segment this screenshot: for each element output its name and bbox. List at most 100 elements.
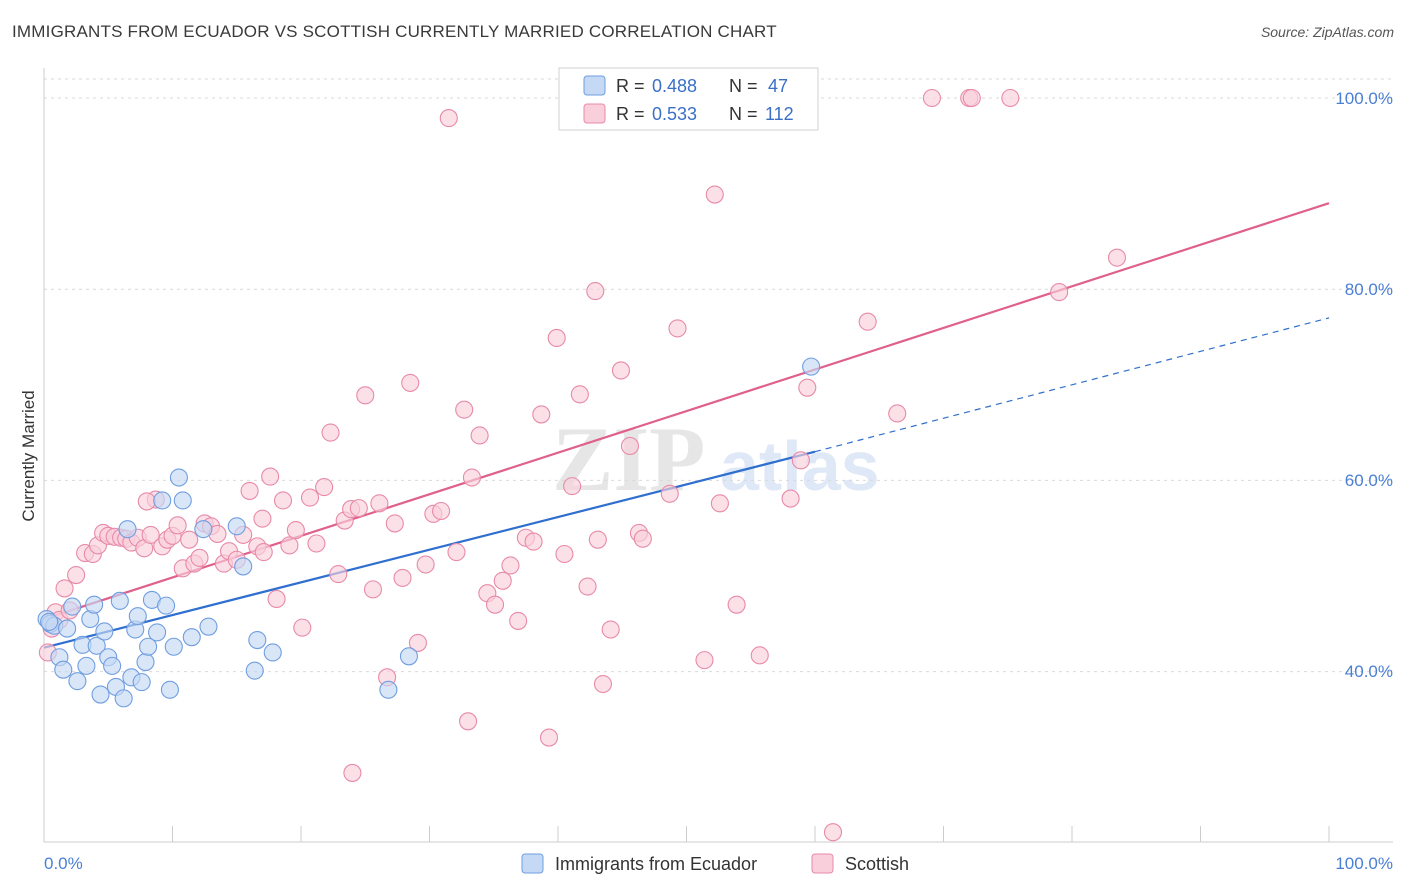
chart-title: IMMIGRANTS FROM ECUADOR VS SCOTTISH CURR… [12,22,777,41]
data-point-pink [240,481,259,500]
data-point-pink [532,405,551,424]
data-points [37,88,1127,842]
data-point-pink [555,544,574,564]
data-point-blue [87,636,106,655]
data-point-blue [148,623,167,642]
data-point-pink [55,579,74,598]
x-tick-label: 100.0% [1335,854,1393,873]
data-point-pink [823,823,843,842]
data-point-blue [118,520,137,539]
data-point-pink [563,477,582,496]
data-point-pink [791,451,810,470]
data-point-pink [485,595,505,614]
data-point-pink [349,499,368,518]
data-point-blue [132,673,151,692]
data-point-blue [169,468,188,487]
data-point-pink [922,88,941,108]
data-point-pink [524,532,543,551]
legend-item-ecuador: Immigrants from Ecuador [555,854,757,874]
data-point-blue [245,661,264,680]
data-point-pink [408,633,427,652]
data-point-pink [727,595,746,614]
data-point-pink [363,580,383,599]
data-point-pink [300,488,320,507]
data-point-pink [586,282,605,301]
data-point-pink [315,478,334,497]
data-point-blue [114,689,133,708]
data-point-pink [343,763,362,782]
legend-r-value: 0.533 [652,104,697,124]
data-point-blue [54,660,73,679]
data-point-pink [493,571,512,590]
data-point-pink [329,565,348,584]
data-point-pink [416,555,435,574]
data-point-pink [798,378,817,397]
data-point-pink [705,185,724,204]
data-point-pink [401,373,420,392]
axes [43,68,1393,843]
data-point-pink [1050,283,1069,302]
chart-source: Source: ZipAtlas.com [1260,24,1394,40]
data-point-blue [153,491,172,510]
data-point-blue [182,628,201,647]
data-point-pink [439,109,458,128]
data-point-pink [190,548,209,567]
data-point-blue [160,680,179,699]
y-tick-label: 60.0% [1345,471,1393,490]
data-point-pink [501,556,520,575]
data-point-blue [77,656,96,675]
data-point-pink [293,618,312,637]
data-point-pink [370,494,389,513]
data-point-blue [263,643,282,662]
data-point-pink [455,400,474,419]
data-point-pink [267,589,286,608]
data-point-pink [547,328,566,348]
data-point-pink [620,436,640,456]
data-point-blue [399,647,418,666]
y-tick-label: 80.0% [1345,280,1393,299]
data-point-blue [234,557,253,576]
data-point-blue [91,685,110,704]
legend-item-scottish-swatch [811,853,834,874]
legend-n-value: 112 [765,104,794,124]
data-point-pink [710,494,729,513]
data-point-pink [1001,88,1020,108]
data-point-blue [802,357,821,376]
data-point-blue [139,637,158,656]
legend-n-label: N = [729,76,758,96]
data-point-pink [858,312,877,331]
data-point-pink [385,514,404,533]
series-legend: Immigrants from Ecuador Scottish [521,853,909,874]
data-point-pink [462,468,481,487]
legend-r-label: R = [616,76,645,96]
data-point-pink [578,577,597,596]
data-point-pink [432,501,451,521]
stats-legend: R = 0.488 N = 47 R = 0.533 N = 112 [558,67,819,131]
trend-line-blue [43,450,816,649]
data-point-pink [695,651,714,670]
data-point-blue [85,595,104,614]
data-point-pink [458,712,478,731]
data-point-blue [63,597,82,616]
data-point-pink [254,543,273,562]
data-point-blue [110,591,129,610]
data-point-pink [321,423,340,442]
data-point-pink [570,385,589,404]
data-point-blue [379,680,398,699]
data-point-pink [168,516,187,535]
data-point-pink [447,543,466,562]
data-point-pink [253,509,272,528]
data-point-pink [633,529,652,548]
data-point-pink [273,491,293,510]
y-tick-label: 40.0% [1345,662,1393,681]
data-point-pink [611,361,631,380]
data-point-blue [40,612,59,631]
data-point-blue [128,607,147,626]
x-tick-label: 0.0% [44,854,83,873]
legend-r-label: R = [616,104,645,124]
data-point-blue [227,517,246,536]
data-point-pink [601,620,620,639]
data-point-pink [307,534,326,553]
data-point-blue [164,637,183,656]
